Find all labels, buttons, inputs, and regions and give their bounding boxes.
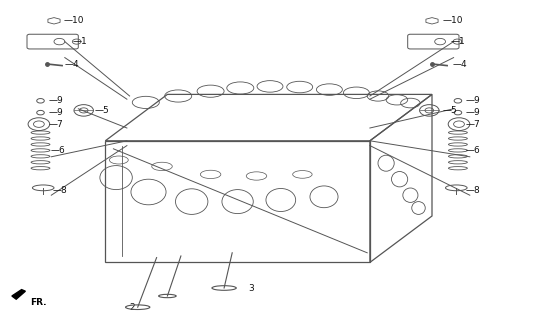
Polygon shape (12, 290, 25, 299)
Text: —10: —10 (64, 16, 84, 25)
Text: —5: —5 (443, 106, 457, 115)
Text: —1: —1 (451, 37, 465, 46)
Text: —4: —4 (65, 60, 79, 68)
Text: —6: —6 (51, 146, 65, 155)
Text: —6: —6 (465, 146, 480, 155)
Text: —8: —8 (53, 186, 68, 195)
Text: 3: 3 (248, 284, 254, 293)
Text: —9: —9 (465, 96, 480, 105)
Text: —7: —7 (49, 120, 63, 129)
Text: 2: 2 (130, 303, 135, 312)
Text: —5: —5 (94, 106, 109, 115)
Text: —10: —10 (443, 16, 463, 25)
Text: —9: —9 (465, 108, 480, 117)
Text: —9: —9 (49, 96, 63, 105)
Text: —9: —9 (49, 108, 63, 117)
Text: —1: —1 (73, 37, 87, 46)
Text: —7: —7 (465, 120, 480, 129)
Text: FR.: FR. (30, 298, 46, 307)
Text: —4: —4 (453, 60, 467, 68)
Text: —8: —8 (465, 186, 480, 195)
